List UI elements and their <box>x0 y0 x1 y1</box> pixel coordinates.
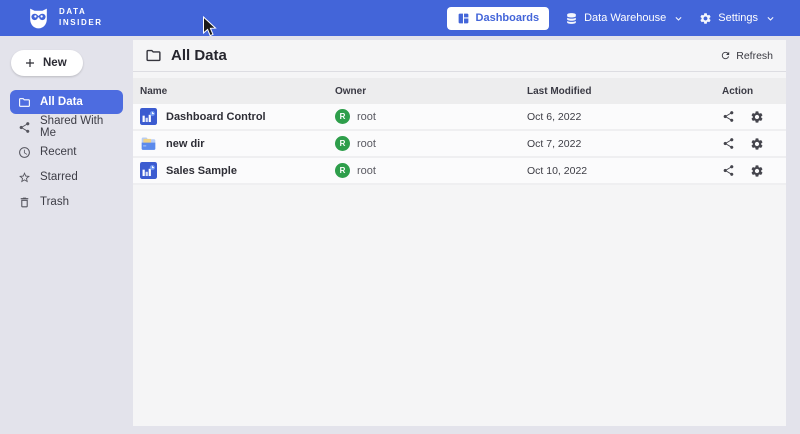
settings-label: Settings <box>718 12 758 24</box>
sidebar-item-trash[interactable]: Trash <box>10 190 123 214</box>
owner-avatar: R <box>335 163 350 178</box>
last-modified-cell: Oct 6, 2022 <box>527 110 582 123</box>
owner-cell: R root <box>335 109 527 124</box>
folder-file-icon <box>140 135 157 152</box>
column-header-name: Name <box>140 85 168 97</box>
brand-logo: DATA INSIDER <box>26 6 103 31</box>
page-title: All Data <box>171 47 227 64</box>
dashboards-button[interactable]: Dashboards <box>446 6 550 30</box>
item-name: Sales Sample <box>166 164 237 177</box>
content-header: All Data Refresh <box>133 40 786 72</box>
actions-cell <box>722 110 786 124</box>
shared-icon <box>18 121 31 134</box>
star-icon <box>18 171 31 184</box>
navbar-menu: Dashboards Data Warehouse <box>446 6 775 30</box>
title-wrap: All Data <box>145 47 227 64</box>
owner-avatar: R <box>335 109 350 124</box>
brand-name: DATA INSIDER <box>59 7 103 27</box>
sidebar-item-label: Shared With Me <box>40 115 104 139</box>
name-cell: new dir <box>140 135 335 152</box>
refresh-label: Refresh <box>736 49 773 62</box>
item-name: new dir <box>166 137 205 150</box>
refresh-button[interactable]: Refresh <box>720 50 773 62</box>
gear-icon <box>750 110 764 124</box>
top-navbar: DATA INSIDER Dashboards Data W <box>0 0 800 36</box>
plus-icon <box>24 57 36 69</box>
row-settings-button[interactable] <box>750 110 764 124</box>
share-icon <box>722 110 735 123</box>
owner-cell: R root <box>335 136 527 151</box>
sidebar-nav: All Data Shared With Me Recent Starred <box>0 90 133 214</box>
sidebar-item-recent[interactable]: Recent <box>10 140 123 164</box>
owner-name: root <box>357 110 376 123</box>
owner-cell: R root <box>335 163 527 178</box>
chevron-down-icon <box>766 14 775 23</box>
chevron-down-icon <box>674 14 683 23</box>
share-button[interactable] <box>722 137 735 150</box>
table-row[interactable]: Dashboard Control R root Oct 6, 2022 <box>133 104 786 131</box>
main-content-card: All Data Refresh Name Owner Last Modifie… <box>133 40 786 426</box>
refresh-icon <box>720 50 731 61</box>
actions-cell <box>722 164 786 178</box>
sidebar-item-label: Trash <box>40 196 69 208</box>
table-row[interactable]: new dir R root Oct 7, 2022 <box>133 131 786 158</box>
sidebar-item-shared-with-me[interactable]: Shared With Me <box>10 115 123 139</box>
folder-icon <box>145 47 162 64</box>
sidebar: New All Data Shared With Me Recent <box>0 36 133 434</box>
last-modified-cell: Oct 10, 2022 <box>527 164 588 177</box>
gear-icon <box>699 12 712 25</box>
new-button[interactable]: New <box>11 50 83 76</box>
share-icon <box>722 137 735 150</box>
sidebar-item-starred[interactable]: Starred <box>10 165 123 189</box>
dashboard-grid-icon <box>457 12 470 25</box>
gear-icon <box>750 164 764 178</box>
settings-menu[interactable]: Settings <box>699 12 775 25</box>
owl-logo-icon <box>26 6 51 31</box>
name-cell: Sales Sample <box>140 162 335 179</box>
dashboard-file-icon <box>140 162 157 179</box>
share-button[interactable] <box>722 164 735 177</box>
share-icon <box>722 164 735 177</box>
row-settings-button[interactable] <box>750 137 764 151</box>
data-warehouse-menu[interactable]: Data Warehouse <box>565 12 683 25</box>
item-name: Dashboard Control <box>166 110 266 123</box>
owner-name: root <box>357 164 376 177</box>
column-header-action: Action <box>722 85 754 97</box>
share-button[interactable] <box>722 110 735 123</box>
database-icon <box>565 12 578 25</box>
dashboards-label: Dashboards <box>475 12 540 24</box>
sidebar-item-label: Recent <box>40 146 77 158</box>
trash-icon <box>18 196 31 209</box>
last-modified-cell: Oct 7, 2022 <box>527 137 582 150</box>
data-warehouse-label: Data Warehouse <box>584 12 667 24</box>
table-header: Name Owner Last Modified Action <box>133 78 786 104</box>
sidebar-item-all-data[interactable]: All Data <box>10 90 123 114</box>
row-settings-button[interactable] <box>750 164 764 178</box>
name-cell: Dashboard Control <box>140 108 335 125</box>
owner-avatar: R <box>335 136 350 151</box>
owner-name: root <box>357 137 376 150</box>
column-header-owner: Owner <box>335 85 367 97</box>
new-button-label: New <box>43 57 67 69</box>
dashboard-file-icon <box>140 108 157 125</box>
gear-icon <box>750 137 764 151</box>
folder-icon <box>18 96 31 109</box>
table-row[interactable]: Sales Sample R root Oct 10, 2022 <box>133 158 786 185</box>
column-header-last-modified: Last Modified <box>527 85 592 97</box>
sidebar-item-label: Starred <box>40 171 78 183</box>
actions-cell <box>722 137 786 151</box>
clock-icon <box>18 146 31 159</box>
sidebar-item-label: All Data <box>40 96 83 108</box>
